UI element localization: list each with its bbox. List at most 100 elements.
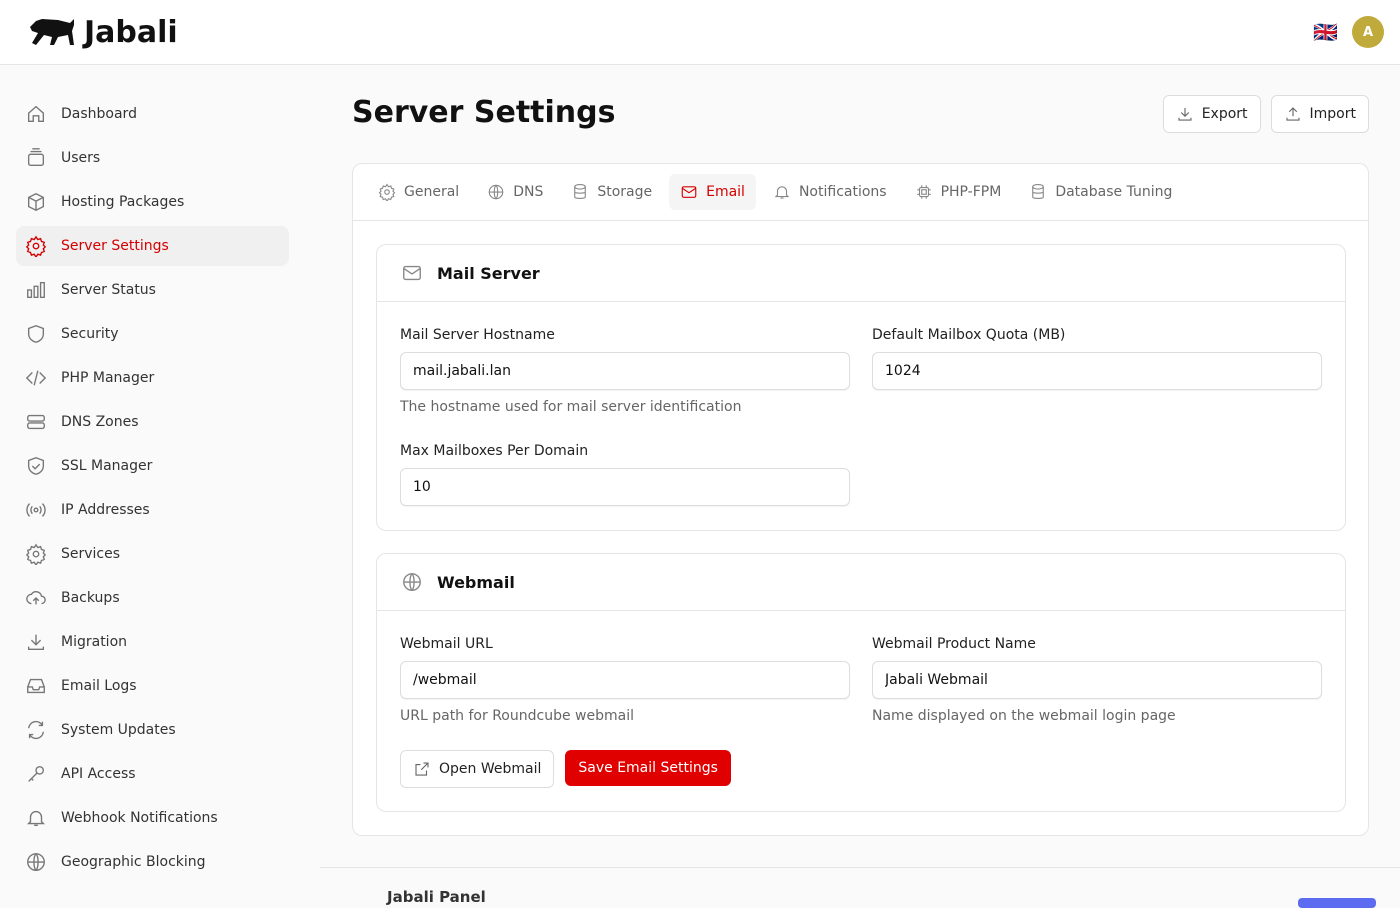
save-email-settings-button[interactable]: Save Email Settings <box>565 750 731 786</box>
sidebar-item-webhook-notifications[interactable]: Webhook Notifications <box>16 798 289 838</box>
sidebar-item-label: Users <box>61 150 101 166</box>
refresh-icon <box>27 720 45 740</box>
webmail-card: Webmail Webmail URL URL path for Roundcub… <box>376 553 1346 812</box>
logo[interactable]: Jabali <box>28 15 178 50</box>
tab-label: Storage <box>597 184 653 200</box>
card-title: Mail Server <box>437 263 540 283</box>
shield-icon <box>27 325 45 343</box>
webmail-name-help: Name displayed on the webmail login page <box>872 708 1176 724</box>
save-label: Save Email Settings <box>578 760 718 776</box>
sidebar-item-services[interactable]: Services <box>16 534 289 574</box>
brand-name: Jabali <box>84 14 178 50</box>
chart-icon <box>27 281 45 299</box>
hostname-label: Mail Server Hostname <box>400 327 555 343</box>
sidebar-item-email-logs[interactable]: Email Logs <box>16 666 289 706</box>
database-icon <box>574 183 587 199</box>
footer-brand: Jabali Panel <box>387 888 486 906</box>
shield-check-icon <box>27 457 45 475</box>
sidebar-item-label: Services <box>61 546 121 562</box>
tab-database-tuning[interactable]: Database Tuning <box>1018 174 1183 210</box>
users-icon <box>27 148 45 167</box>
sidebar-item-label: DNS Zones <box>61 414 139 430</box>
quota-label: Default Mailbox Quota (MB) <box>872 327 1066 343</box>
webmail-name-label: Webmail Product Name <box>872 636 1036 652</box>
tab-email[interactable]: Email <box>669 174 756 210</box>
sidebar-item-php-manager[interactable]: PHP Manager <box>16 358 289 398</box>
sidebar-item-geographic-blocking[interactable]: Geographic Blocking <box>16 842 289 882</box>
export-button[interactable]: Export <box>1162 95 1261 133</box>
settings-panel: General DNS Storage Email Notifications PHP-F… <box>352 163 1369 836</box>
language-flag-icon[interactable]: 🇬🇧 <box>1313 20 1338 44</box>
sidebar-item-label: Webhook Notifications <box>61 810 218 826</box>
sidebar-item-dns-zones[interactable]: DNS Zones <box>16 402 289 442</box>
sidebar-item-label: System Updates <box>61 722 176 738</box>
quota-input[interactable] <box>872 352 1322 390</box>
tab-storage[interactable]: Storage <box>560 174 663 210</box>
hostname-input[interactable] <box>400 352 850 390</box>
sidebar-item-ssl-manager[interactable]: SSL Manager <box>16 446 289 486</box>
footer: Jabali Panel <box>320 867 1400 908</box>
tab-dns[interactable]: DNS <box>476 174 554 210</box>
sidebar-item-label: Hosting Packages <box>61 194 185 210</box>
sidebar-item-ip-addresses[interactable]: IP Addresses <box>16 490 289 530</box>
chip-icon <box>916 185 931 199</box>
mail-icon <box>681 186 697 198</box>
upload-icon <box>1285 107 1300 121</box>
sidebar-item-migration[interactable]: Migration <box>16 622 289 662</box>
max-mailboxes-input[interactable] <box>400 468 850 506</box>
sidebar: Dashboard Users Hosting Packages Server Set… <box>16 94 289 886</box>
sidebar-item-label: Geographic Blocking <box>61 854 206 870</box>
tab-general[interactable]: General <box>367 174 470 210</box>
code-icon <box>25 370 47 386</box>
sidebar-item-backups[interactable]: Backups <box>16 578 289 618</box>
signal-icon <box>26 503 46 517</box>
mail-server-card: Mail Server Mail Server Hostname The host… <box>376 244 1346 531</box>
tab-bar: General DNS Storage Email Notifications PHP-F… <box>353 164 1368 221</box>
sidebar-item-label: Email Logs <box>61 678 137 694</box>
bell-icon <box>27 810 45 827</box>
server-icon <box>27 414 45 430</box>
card-title: Webmail <box>437 572 515 592</box>
tab-label: Database Tuning <box>1055 184 1173 200</box>
page-title: Server Settings <box>352 95 616 130</box>
max-mailboxes-label: Max Mailboxes Per Domain <box>400 443 589 459</box>
gear-icon <box>378 183 396 201</box>
globe-icon <box>488 184 504 200</box>
import-label: Import <box>1309 106 1356 122</box>
webmail-name-input[interactable] <box>872 661 1322 699</box>
sidebar-item-dashboard[interactable]: Dashboard <box>16 94 289 134</box>
sidebar-item-label: Dashboard <box>61 106 137 122</box>
sidebar-item-system-updates[interactable]: System Updates <box>16 710 289 750</box>
sidebar-item-security[interactable]: Security <box>16 314 289 354</box>
hostname-help: The hostname used for mail server identi… <box>400 399 742 415</box>
bell-icon <box>774 186 790 199</box>
webmail-url-help: URL path for Roundcube webmail <box>400 708 634 724</box>
sidebar-item-hosting-packages[interactable]: Hosting Packages <box>16 182 289 222</box>
key-icon <box>28 765 45 782</box>
tab-label: Email <box>706 184 745 200</box>
sidebar-item-label: IP Addresses <box>61 502 150 518</box>
tab-notifications[interactable]: Notifications <box>762 174 898 210</box>
sidebar-item-users[interactable]: Users <box>16 138 289 178</box>
sidebar-item-server-status[interactable]: Server Status <box>16 270 289 310</box>
cloud-upload-icon <box>26 591 46 605</box>
sidebar-item-server-settings[interactable]: Server Settings <box>16 226 289 266</box>
download-icon <box>27 634 45 651</box>
import-button[interactable]: Import <box>1270 95 1369 133</box>
package-icon <box>27 192 45 212</box>
gear-icon <box>25 235 47 257</box>
sidebar-item-api-access[interactable]: API Access <box>16 754 289 794</box>
home-icon <box>27 105 45 123</box>
webmail-url-input[interactable] <box>400 661 850 699</box>
globe-icon <box>27 853 45 871</box>
sidebar-item-label: PHP Manager <box>61 370 155 386</box>
database-icon <box>1032 183 1045 199</box>
avatar[interactable]: A <box>1352 16 1384 48</box>
open-webmail-button[interactable]: Open Webmail <box>400 750 555 788</box>
tab-php-fpm[interactable]: PHP-FPM <box>904 174 1013 210</box>
globe-icon <box>403 573 421 591</box>
sidebar-item-label: SSL Manager <box>61 458 153 474</box>
sidebar-item-label: Migration <box>61 634 128 650</box>
tab-label: General <box>404 184 460 200</box>
download-icon <box>1178 108 1192 121</box>
